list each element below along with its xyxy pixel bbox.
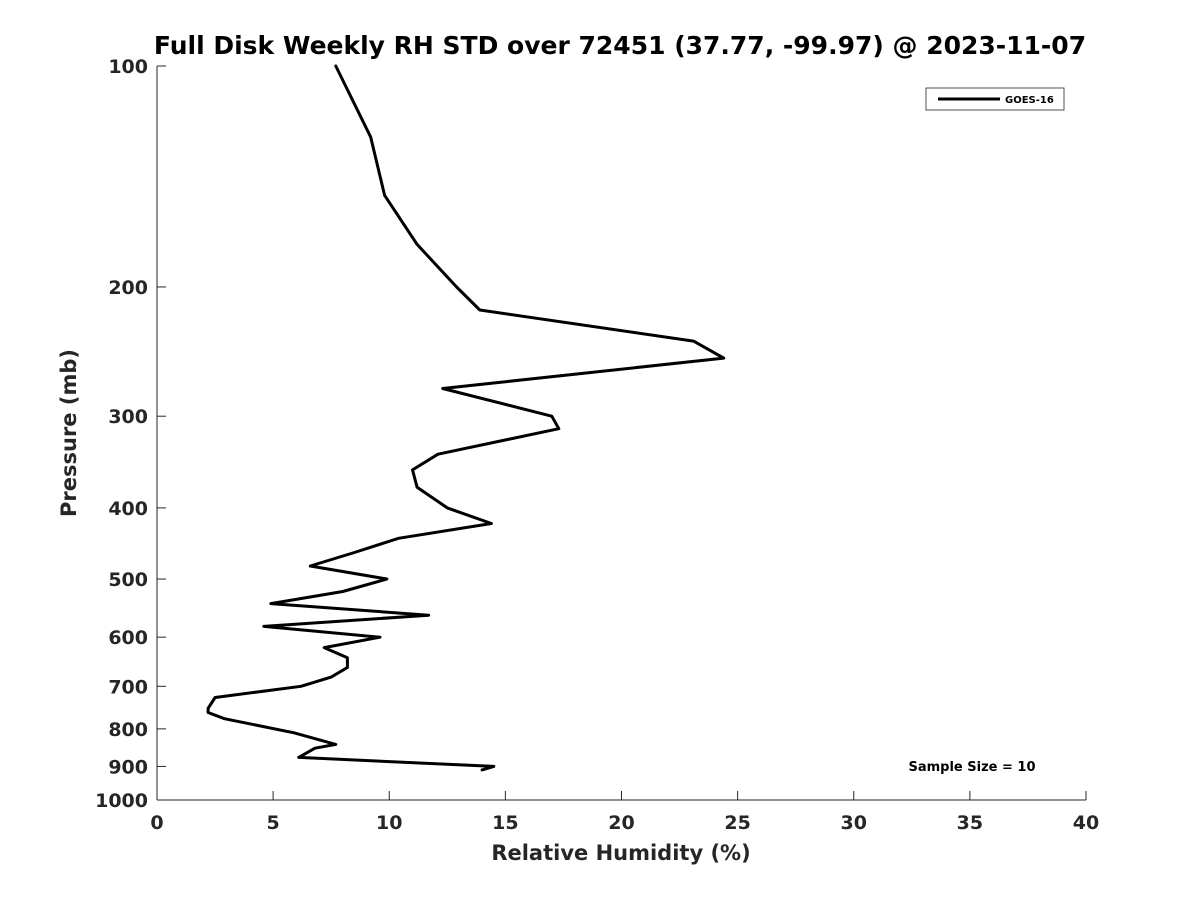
y-tick-label: 1000	[95, 790, 148, 812]
y-axis-label: Pressure (mb)	[57, 349, 81, 517]
legend-label-goes-16: GOES-16	[1005, 95, 1054, 106]
y-tick-label: 300	[108, 406, 148, 428]
x-tick-label: 15	[492, 812, 518, 834]
y-tick-label: 200	[108, 277, 148, 299]
x-ticks: 0 5 10 15 20 25 30 35 40	[150, 791, 1099, 834]
x-tick-label: 0	[150, 812, 163, 834]
y-tick-label: 600	[108, 627, 148, 649]
x-tick-label: 20	[608, 812, 634, 834]
y-tick-label: 700	[108, 676, 148, 698]
x-tick-label: 40	[1073, 812, 1099, 834]
chart-title: Full Disk Weekly RH STD over 72451 (37.7…	[154, 31, 1086, 60]
y-tick-label: 100	[108, 56, 148, 78]
x-tick-label: 10	[376, 812, 402, 834]
y-ticks: 100 200 300 400 500 600 700 800 900 1000	[95, 56, 166, 812]
plot-area: 0 5 10 15 20 25 30 35 40 100 200 300 400 500 600 700 80…	[95, 56, 1099, 834]
y-tick-label: 800	[108, 719, 148, 741]
x-axis-label: Relative Humidity (%)	[491, 841, 750, 865]
y-tick-label: 500	[108, 569, 148, 591]
legend: GOES-16	[925, 87, 1065, 111]
x-tick-label: 5	[267, 812, 280, 834]
y-tick-label: 400	[108, 498, 148, 520]
sample-size-annotation: Sample Size = 10	[908, 760, 1035, 775]
x-tick-label: 25	[724, 812, 750, 834]
x-tick-label: 30	[841, 812, 867, 834]
series-line-goes-16	[206, 64, 726, 772]
x-tick-label: 35	[957, 812, 983, 834]
series-layer	[206, 64, 726, 772]
y-tick-label: 900	[108, 756, 148, 778]
